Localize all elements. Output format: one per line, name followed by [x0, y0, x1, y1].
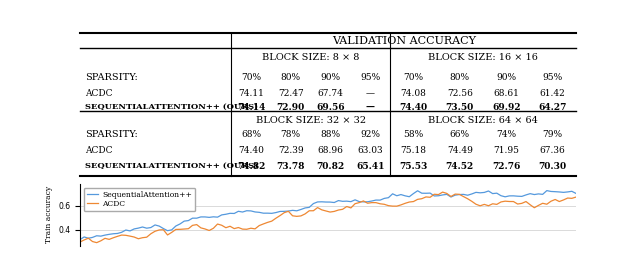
- Text: VALIDATION ACCURACY: VALIDATION ACCURACY: [332, 36, 476, 46]
- Text: 68.61: 68.61: [493, 89, 519, 98]
- Text: 72.90: 72.90: [276, 103, 305, 112]
- Text: 75.18: 75.18: [400, 146, 426, 155]
- Text: 73.78: 73.78: [276, 162, 305, 171]
- Line: ACDC: ACDC: [80, 192, 576, 243]
- Y-axis label: Train accuracy: Train accuracy: [45, 186, 52, 243]
- Text: 71.95: 71.95: [493, 146, 519, 155]
- ACDC: [355, 201, 363, 204]
- Text: 64.27: 64.27: [539, 103, 567, 112]
- Text: 74.52: 74.52: [445, 162, 474, 171]
- Text: 74.49: 74.49: [447, 146, 473, 155]
- Text: 65.41: 65.41: [356, 162, 385, 171]
- Text: 72.39: 72.39: [278, 146, 303, 155]
- SequentialAttention++: [572, 192, 580, 195]
- SequentialAttention++: [543, 189, 550, 192]
- ACDC: [476, 204, 484, 208]
- Text: 74.40: 74.40: [238, 146, 264, 155]
- Text: BLOCK SIZE: 16 × 16: BLOCK SIZE: 16 × 16: [428, 53, 538, 62]
- Text: ACDC: ACDC: [85, 146, 113, 155]
- Text: 72.76: 72.76: [492, 162, 520, 171]
- Text: 73.50: 73.50: [445, 103, 474, 112]
- Text: SPARSITY:: SPARSITY:: [85, 131, 138, 139]
- Text: 95%: 95%: [543, 73, 563, 83]
- SequentialAttention++: [418, 192, 426, 195]
- Text: SEQUENTIALATTENTION++ (OURS): SEQUENTIALATTENTION++ (OURS): [85, 103, 258, 111]
- SequentialAttention++: [180, 219, 188, 223]
- Text: BLOCK SIZE: 32 × 32: BLOCK SIZE: 32 × 32: [255, 116, 365, 125]
- ACDC: [422, 195, 430, 199]
- Text: 74.40: 74.40: [399, 103, 428, 112]
- Text: 74.14: 74.14: [237, 103, 266, 112]
- Text: 80%: 80%: [281, 73, 301, 83]
- Text: 75.53: 75.53: [399, 162, 428, 171]
- ACDC: [564, 197, 572, 200]
- Text: 74.82: 74.82: [237, 162, 266, 171]
- Text: 70%: 70%: [241, 73, 261, 83]
- Text: 68.96: 68.96: [317, 146, 344, 155]
- Text: 67.74: 67.74: [317, 89, 344, 98]
- Text: 72.56: 72.56: [447, 89, 473, 98]
- Text: 69.56: 69.56: [316, 103, 345, 112]
- SequentialAttention++: [351, 198, 359, 201]
- Text: BLOCK SIZE: 8 × 8: BLOCK SIZE: 8 × 8: [262, 53, 359, 62]
- SequentialAttention++: [209, 215, 217, 219]
- SequentialAttention++: [468, 192, 476, 196]
- Text: BLOCK SIZE: 64 × 64: BLOCK SIZE: 64 × 64: [428, 116, 538, 125]
- ACDC: [439, 190, 447, 194]
- Text: 78%: 78%: [281, 131, 301, 139]
- Text: 74.08: 74.08: [400, 89, 426, 98]
- SequentialAttention++: [76, 238, 84, 241]
- ACDC: [76, 240, 84, 244]
- Text: 68%: 68%: [241, 131, 261, 139]
- Text: 79%: 79%: [543, 131, 563, 139]
- Text: 61.42: 61.42: [540, 89, 566, 98]
- Text: 95%: 95%: [360, 73, 380, 83]
- ACDC: [93, 241, 100, 244]
- Text: ACDC: ACDC: [85, 89, 113, 98]
- Text: —: —: [365, 89, 374, 98]
- Text: 90%: 90%: [321, 73, 340, 83]
- Line: SequentialAttention++: SequentialAttention++: [80, 191, 576, 240]
- ACDC: [214, 222, 221, 226]
- Text: SPARSITY:: SPARSITY:: [85, 73, 138, 83]
- ACDC: [572, 195, 580, 199]
- Text: 66%: 66%: [450, 131, 470, 139]
- Text: 67.36: 67.36: [540, 146, 566, 155]
- ACDC: [184, 227, 192, 230]
- Text: 74.11: 74.11: [238, 89, 264, 98]
- Text: 70.30: 70.30: [539, 162, 567, 171]
- Text: 92%: 92%: [360, 131, 380, 139]
- Text: 74%: 74%: [496, 131, 516, 139]
- Text: 63.03: 63.03: [357, 146, 383, 155]
- Legend: SequentialAttention++, ACDC: SequentialAttention++, ACDC: [84, 187, 195, 211]
- Text: 70.82: 70.82: [316, 162, 344, 171]
- Text: 80%: 80%: [450, 73, 470, 83]
- Text: 58%: 58%: [403, 131, 424, 139]
- Text: 70%: 70%: [403, 73, 423, 83]
- Text: —: —: [365, 103, 374, 112]
- Text: 72.47: 72.47: [278, 89, 303, 98]
- Text: 69.92: 69.92: [492, 103, 520, 112]
- Text: SEQUENTIALATTENTION++ (OURS): SEQUENTIALATTENTION++ (OURS): [85, 162, 258, 170]
- Text: 88%: 88%: [321, 131, 340, 139]
- SequentialAttention++: [559, 191, 567, 194]
- Text: 90%: 90%: [496, 73, 516, 83]
